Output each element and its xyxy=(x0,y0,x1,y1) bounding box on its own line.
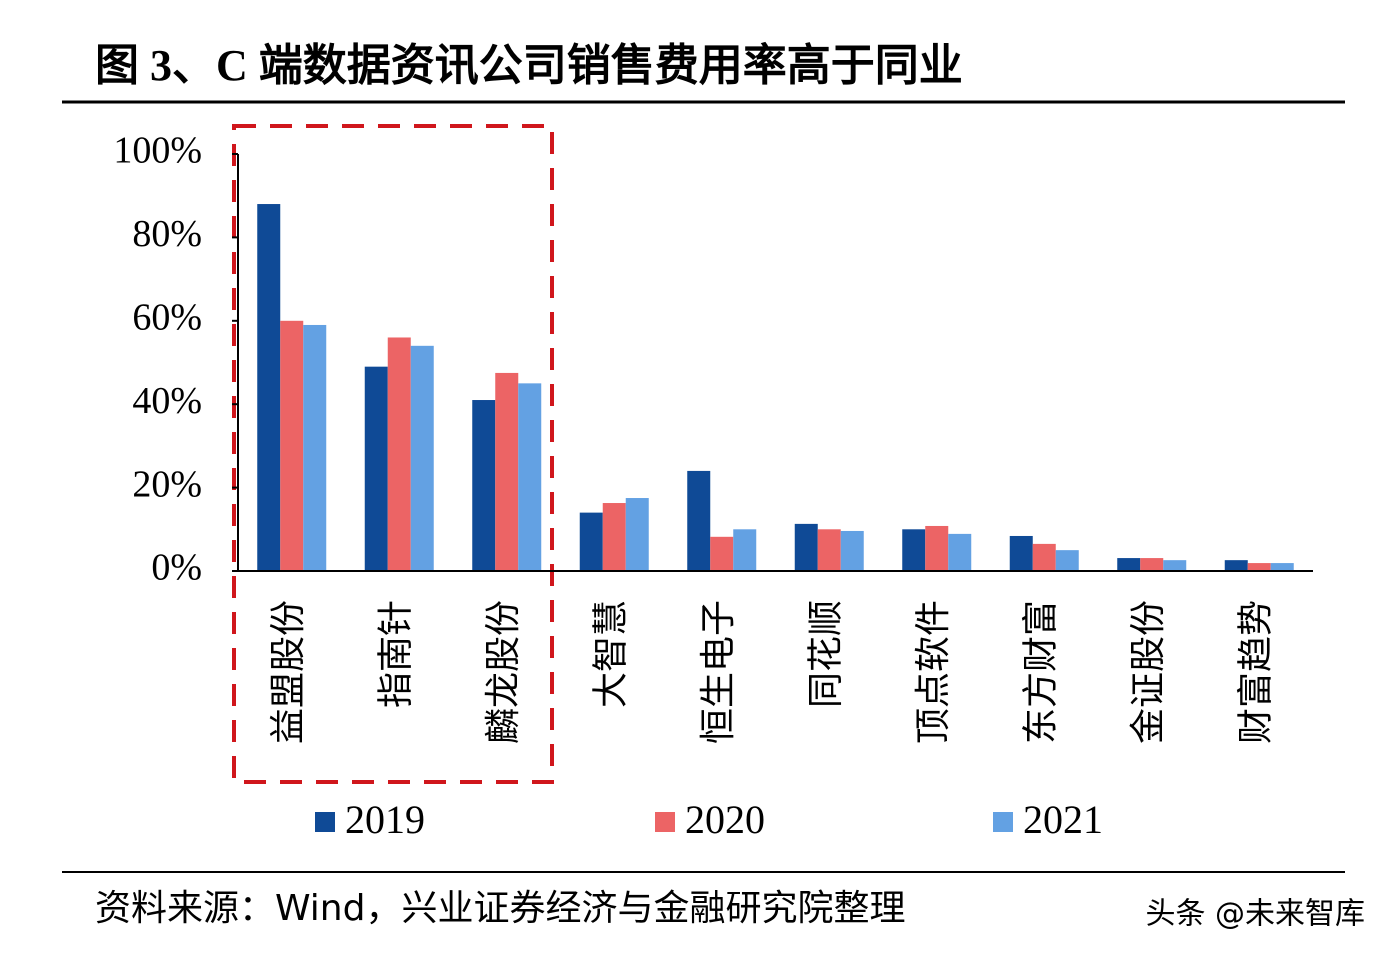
bar xyxy=(1032,543,1056,571)
bar xyxy=(817,529,841,571)
bar xyxy=(364,366,388,571)
bar xyxy=(710,536,734,571)
bar xyxy=(625,498,649,571)
legend-label: 2019 xyxy=(345,797,425,842)
bar xyxy=(257,204,281,572)
highlight-box xyxy=(232,124,554,784)
bar xyxy=(387,337,411,571)
y-tick-label: 60% xyxy=(132,297,202,339)
bar xyxy=(495,372,519,571)
bar xyxy=(303,324,327,571)
x-tick-label: 财富趋势 xyxy=(1236,600,1276,744)
bar xyxy=(1224,560,1248,571)
legend-swatch xyxy=(993,812,1013,832)
bar xyxy=(1055,550,1079,571)
bar xyxy=(280,320,304,571)
bar xyxy=(579,512,603,571)
x-tick-label: 指南针 xyxy=(376,600,416,708)
x-tick-label: 麟龙股份 xyxy=(483,600,523,744)
bar xyxy=(1117,558,1141,571)
bar xyxy=(472,400,496,571)
bar xyxy=(687,470,711,571)
y-tick-label: 0% xyxy=(151,547,202,589)
bar xyxy=(410,345,434,571)
x-tick-label: 顶点软件 xyxy=(913,600,953,744)
source: 资料来源：Wind，兴业证券经济与金融研究院整理 xyxy=(95,888,905,929)
x-tick-label: 大智慧 xyxy=(591,600,631,708)
watermark: 头条 @未来智库 xyxy=(1145,897,1365,932)
chart-title: 图 3、C 端数据资讯公司销售费用率高于同业 xyxy=(95,41,963,90)
bar xyxy=(925,525,949,571)
bar xyxy=(1270,563,1294,571)
x-tick-label: 恒生电子 xyxy=(698,600,738,744)
bar xyxy=(1247,563,1271,571)
x-tick-label: 益盟股份 xyxy=(268,600,308,744)
legend-label: 2021 xyxy=(1023,797,1103,842)
x-tick-label: 同花顺 xyxy=(806,600,846,708)
bar xyxy=(1140,558,1164,571)
x-tick-label: 金证股份 xyxy=(1128,600,1168,744)
bar xyxy=(733,529,757,571)
legend-swatch xyxy=(315,812,335,832)
y-tick-label: 100% xyxy=(113,130,202,172)
x-tick-label: 东方财富 xyxy=(1021,600,1061,744)
y-tick-label: 20% xyxy=(132,463,202,505)
bar xyxy=(1163,560,1187,571)
y-tick-label: 40% xyxy=(132,380,202,422)
bar xyxy=(1009,535,1033,571)
bar xyxy=(840,530,864,571)
bar xyxy=(948,533,972,571)
legend-label: 2020 xyxy=(685,797,765,842)
y-tick-label: 80% xyxy=(132,213,202,255)
bar xyxy=(518,383,542,571)
bar xyxy=(794,523,818,571)
legend-swatch xyxy=(655,812,675,832)
bar xyxy=(902,529,926,571)
bar xyxy=(602,503,626,571)
